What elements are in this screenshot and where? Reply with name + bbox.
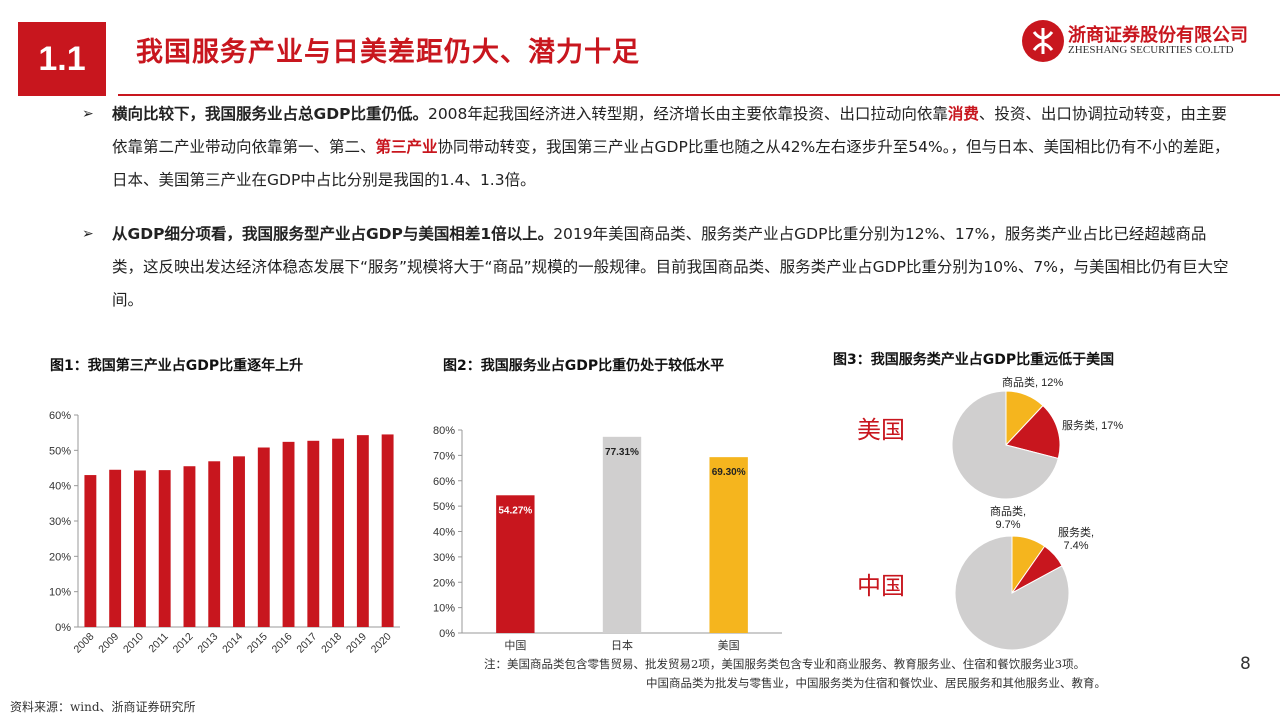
chart1-x-tick-label: 2011 <box>146 631 171 656</box>
chart1-bar <box>208 461 221 627</box>
data-source: 资料来源：wind、浙商证券研究所 <box>10 700 196 714</box>
chart2-y-tick-label: 20% <box>433 577 455 589</box>
chart1-bar <box>332 438 345 627</box>
chart1-bar <box>158 470 171 627</box>
chart2-y-tick-label: 10% <box>433 603 455 615</box>
chart1-x-tick-label: 2016 <box>270 631 295 656</box>
company-logo: 浙商证券股份有限公司 ZHESHANG SECURITIES CO.LTD <box>1022 20 1262 64</box>
bullet-1-lead: 横向比较下，我国服务业占总GDP比重仍低。 <box>112 105 428 123</box>
chart1-x-tick-label: 2014 <box>220 631 245 656</box>
chart1-bar <box>183 466 196 627</box>
zheshang-logo-icon <box>1022 20 1064 62</box>
page-title: 我国服务产业与日美差距仍大、潜力十足 <box>136 37 640 68</box>
figure-3-us-label: 美国 <box>857 416 905 444</box>
chart1-bar <box>307 440 320 627</box>
chart1-y-tick-label: 30% <box>49 516 71 528</box>
chart2-bar <box>709 457 748 633</box>
chart2-data-label: 69.30% <box>712 467 746 478</box>
figure-1-title: 图1：我国第三产业占GDP比重逐年上升 <box>50 358 304 374</box>
chart1-bar <box>257 447 270 627</box>
title-divider <box>118 94 1280 96</box>
chart2-y-tick-label: 80% <box>433 425 455 437</box>
chart1-x-tick-label: 2017 <box>294 631 319 656</box>
chart1-bar <box>381 434 394 627</box>
chart1-bar <box>84 475 97 627</box>
cn-pie-slice-label: 商品类, <box>990 505 1026 518</box>
bullet-arrow-icon: ➢ <box>82 106 94 122</box>
cn-pie-slice <box>954 535 1070 651</box>
chart1-bar <box>356 435 369 627</box>
chart1-x-tick-label: 2010 <box>121 631 146 656</box>
us-pie-slice-label: 商品类, 12% <box>1002 375 1063 389</box>
logo-company-name-cn: 浙商证券股份有限公司 <box>1068 25 1248 46</box>
chart2-y-tick-label: 40% <box>433 527 455 539</box>
chart2-x-tick-label: 美国 <box>718 639 740 652</box>
bullet-1-text-2: 、投资、出口协调拉动转变，由主要依靠第二产业带动向依靠第一、第二、 <box>112 105 1227 156</box>
cn-pie-slice-label: 服务类, <box>1058 525 1094 539</box>
logo-company-name-en: ZHESHANG SECURITIES CO.LTD <box>1068 44 1234 56</box>
us-pie-slice <box>951 390 1059 500</box>
chart1-y-tick-label: 20% <box>49 551 71 563</box>
figure-3-us-pie-chart: 商品类, 12% 服务类, 17% <box>951 375 1123 500</box>
page-number: 8 <box>1240 654 1251 674</box>
figure-3-china-label: 中国 <box>857 572 905 600</box>
bullet-1-highlight-consumption: 消费 <box>947 105 979 123</box>
chart2-data-label: 77.31% <box>605 447 639 458</box>
chart1-y-tick-label: 0% <box>55 622 71 634</box>
bullet-1-text-1: 2008年起我国经济进入转型期，经济增长由主要依靠投资、出口拉动向依靠 <box>427 105 948 123</box>
chart1-x-tick-label: 2009 <box>96 631 121 656</box>
chart1-x-tick-label: 2008 <box>72 631 97 656</box>
chart2-y-tick-label: 50% <box>433 501 455 513</box>
chart2-y-tick-label: 30% <box>433 552 455 564</box>
chart1-x-tick-label: 2015 <box>245 631 270 656</box>
chart1-bar <box>282 441 295 627</box>
bullet-paragraph-1: ➢ 横向比较下，我国服务业占总GDP比重仍低。2008年起我国经济进入转型期，经… <box>82 98 1232 197</box>
bullet-arrow-icon: ➢ <box>82 226 94 242</box>
bullet-paragraph-2: ➢ 从GDP细分项看，我国服务型产业占GDP与美国相差1倍以上。2019年美国商… <box>82 218 1232 317</box>
figure-3-title: 图3：我国服务类产业占GDP比重远低于美国 <box>833 352 1115 368</box>
figure-3-china-pie-chart: 商品类,9.7% 服务类,7.4% <box>954 505 1094 651</box>
chart1-x-tick-label: 2018 <box>319 631 344 656</box>
chart2-bar <box>496 495 535 633</box>
chart-note-line-2: 中国商品类为批发与零售业，中国服务类为住宿和餐饮业、居民服务和其他服务业、教育。 <box>646 676 1106 690</box>
chart2-y-tick-label: 0% <box>439 628 455 640</box>
chart2-x-tick-label: 日本 <box>611 638 633 652</box>
chart1-bar <box>233 456 245 627</box>
chart1-x-tick-label: 2020 <box>369 631 394 656</box>
chart2-bar <box>602 436 642 633</box>
bullet-1-highlight-tertiary: 第三产业 <box>375 138 438 156</box>
cn-pie-slice-label: 9.7% <box>995 519 1020 531</box>
chart1-bar <box>133 470 146 627</box>
chart-note-line-1: 注：美国商品类包含零售贸易、批发贸易2项，美国服务类包含专业和商业服务、教育服务… <box>484 657 1086 671</box>
chart1-x-tick-label: 2012 <box>171 631 196 656</box>
chart2-data-label: 54.27% <box>498 505 532 516</box>
bullet-2-text-1: 2019年美国商品类、服务类产业占GDP比重分别为12%、17%，服务类产业占比… <box>112 225 1229 309</box>
us-pie-slice-label: 服务类, 17% <box>1062 418 1123 432</box>
chart1-x-tick-label: 2019 <box>344 631 369 656</box>
chart1-y-tick-label: 40% <box>49 481 71 493</box>
chart1-y-tick-label: 60% <box>49 410 71 422</box>
chart1-y-tick-label: 50% <box>49 445 71 457</box>
bullet-1-text-3: 协同带动转变，我国第三产业占GDP比重也随之从42%左右逐步升至54%。，但与日… <box>112 138 1230 189</box>
chart1-y-tick-label: 10% <box>49 587 71 599</box>
chart1-bar <box>109 469 122 627</box>
chart2-y-tick-label: 70% <box>433 450 455 462</box>
bullet-2-lead: 从GDP细分项看，我国服务型产业占GDP与美国相差1倍以上。 <box>112 225 554 243</box>
figure-2-bar-chart: 0% 10% 20% 30% 40% 50% 60% 70% 80% 54.27% 中国 77.31%… <box>433 425 782 652</box>
chart2-x-tick-label: 中国 <box>504 639 526 652</box>
figure-2-title: 图2：我国服务业占GDP比重仍处于较低水平 <box>443 358 725 374</box>
section-number: 1.1 <box>18 22 106 96</box>
figure-1-bar-chart: 0% 10% 20% 30% 40% 50% 60% 2008 2009 2010 2011 2012… <box>49 410 400 656</box>
us-pie-slice <box>1005 404 1061 460</box>
chart2-y-tick-label: 60% <box>433 476 455 488</box>
cn-pie-slice-label: 7.4% <box>1063 540 1088 552</box>
chart1-x-tick-label: 2013 <box>195 631 220 656</box>
